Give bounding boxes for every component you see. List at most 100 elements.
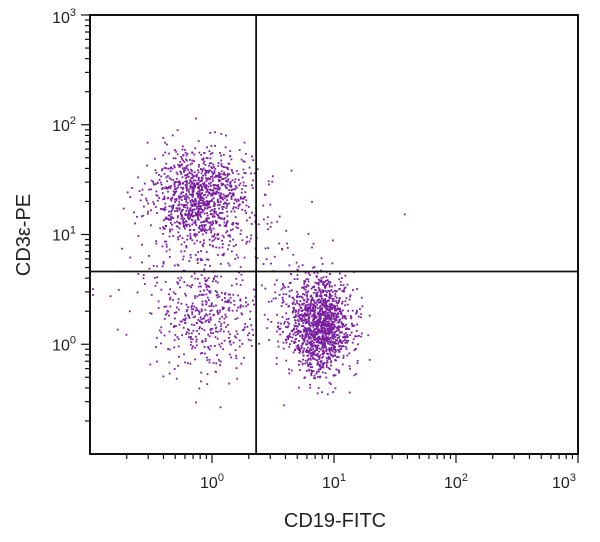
event-dot	[141, 188, 144, 191]
event-dot	[182, 204, 185, 206]
event-dot	[221, 208, 224, 211]
event-dot	[293, 341, 295, 344]
event-dot	[208, 335, 211, 338]
event-dot	[250, 234, 253, 237]
event-dot	[267, 318, 269, 321]
event-dot	[191, 313, 194, 316]
event-dot	[188, 336, 190, 339]
event-dot	[306, 328, 309, 330]
event-dot	[195, 213, 197, 216]
event-dot	[305, 278, 308, 281]
event-dot	[227, 168, 229, 171]
event-dot	[323, 346, 326, 348]
event-dot	[162, 137, 165, 139]
event-dot	[196, 182, 198, 185]
event-dot	[313, 311, 316, 314]
event-dot	[180, 196, 183, 198]
event-dot	[217, 188, 219, 190]
event-dot	[328, 296, 330, 299]
event-dot	[167, 186, 169, 189]
event-dot	[226, 180, 229, 183]
event-dot	[150, 224, 152, 227]
event-dot	[168, 205, 171, 207]
event-dot	[330, 354, 332, 356]
event-dot	[334, 387, 337, 390]
event-dot	[242, 184, 245, 187]
event-dot	[324, 318, 327, 320]
event-dot	[197, 251, 199, 254]
event-dot	[198, 387, 201, 390]
event-dot	[200, 221, 202, 224]
event-dot	[311, 297, 314, 299]
event-dot	[325, 337, 328, 340]
event-dot	[198, 227, 201, 229]
event-dot	[321, 263, 324, 265]
event-dot	[219, 360, 222, 363]
event-dot	[331, 290, 334, 293]
event-dot	[360, 316, 362, 319]
event-dot	[332, 314, 335, 317]
event-dot	[235, 253, 238, 256]
event-dot	[299, 350, 301, 352]
event-dot	[201, 300, 204, 303]
event-dot	[223, 166, 226, 169]
event-dot	[191, 209, 193, 212]
event-dot	[298, 303, 300, 306]
event-dot	[241, 343, 244, 345]
event-dot	[321, 342, 324, 344]
event-dot	[317, 281, 320, 284]
event-dot	[137, 273, 140, 275]
event-dot	[201, 352, 204, 354]
event-dot	[211, 152, 214, 154]
event-dot	[322, 337, 325, 340]
event-dot	[177, 163, 180, 166]
event-dot	[203, 277, 206, 280]
event-dot	[210, 332, 212, 334]
event-dot	[216, 309, 219, 312]
event-dot	[211, 216, 214, 218]
event-dot	[174, 317, 176, 320]
event-dot	[243, 172, 246, 174]
event-dot	[355, 335, 358, 338]
event-dot	[286, 247, 289, 249]
event-dot	[195, 214, 197, 217]
event-dot	[198, 190, 200, 193]
event-dot	[200, 208, 203, 210]
event-dot	[348, 352, 351, 355]
event-dot	[202, 210, 204, 213]
event-dot	[246, 325, 249, 328]
event-dot	[186, 189, 188, 192]
event-dot	[197, 208, 200, 210]
event-dot	[314, 339, 316, 341]
event-dot	[146, 212, 149, 215]
event-dot	[336, 304, 339, 307]
event-dot	[189, 186, 192, 189]
event-dot	[184, 214, 187, 217]
event-dot	[211, 221, 214, 223]
event-dot	[241, 239, 244, 242]
event-dot	[194, 315, 196, 318]
event-dot	[201, 224, 203, 226]
event-dot	[199, 192, 202, 195]
event-dot	[334, 330, 337, 333]
event-dot	[327, 348, 330, 351]
event-dot	[177, 184, 180, 186]
event-dot	[203, 315, 206, 317]
event-dot	[213, 215, 216, 218]
event-dot	[244, 172, 247, 175]
event-dot	[307, 351, 310, 353]
event-dot	[311, 346, 314, 348]
event-dot	[216, 354, 218, 357]
event-dot	[307, 317, 310, 320]
event-dot	[331, 326, 333, 329]
event-dot	[186, 238, 188, 241]
event-dot	[238, 345, 241, 348]
event-dot	[348, 328, 351, 330]
event-dot	[192, 175, 195, 178]
event-dot	[209, 157, 212, 160]
event-dot	[334, 284, 336, 287]
event-dot	[317, 282, 320, 285]
event-dot	[178, 166, 181, 168]
event-dot	[354, 348, 357, 350]
event-dot	[189, 201, 192, 204]
